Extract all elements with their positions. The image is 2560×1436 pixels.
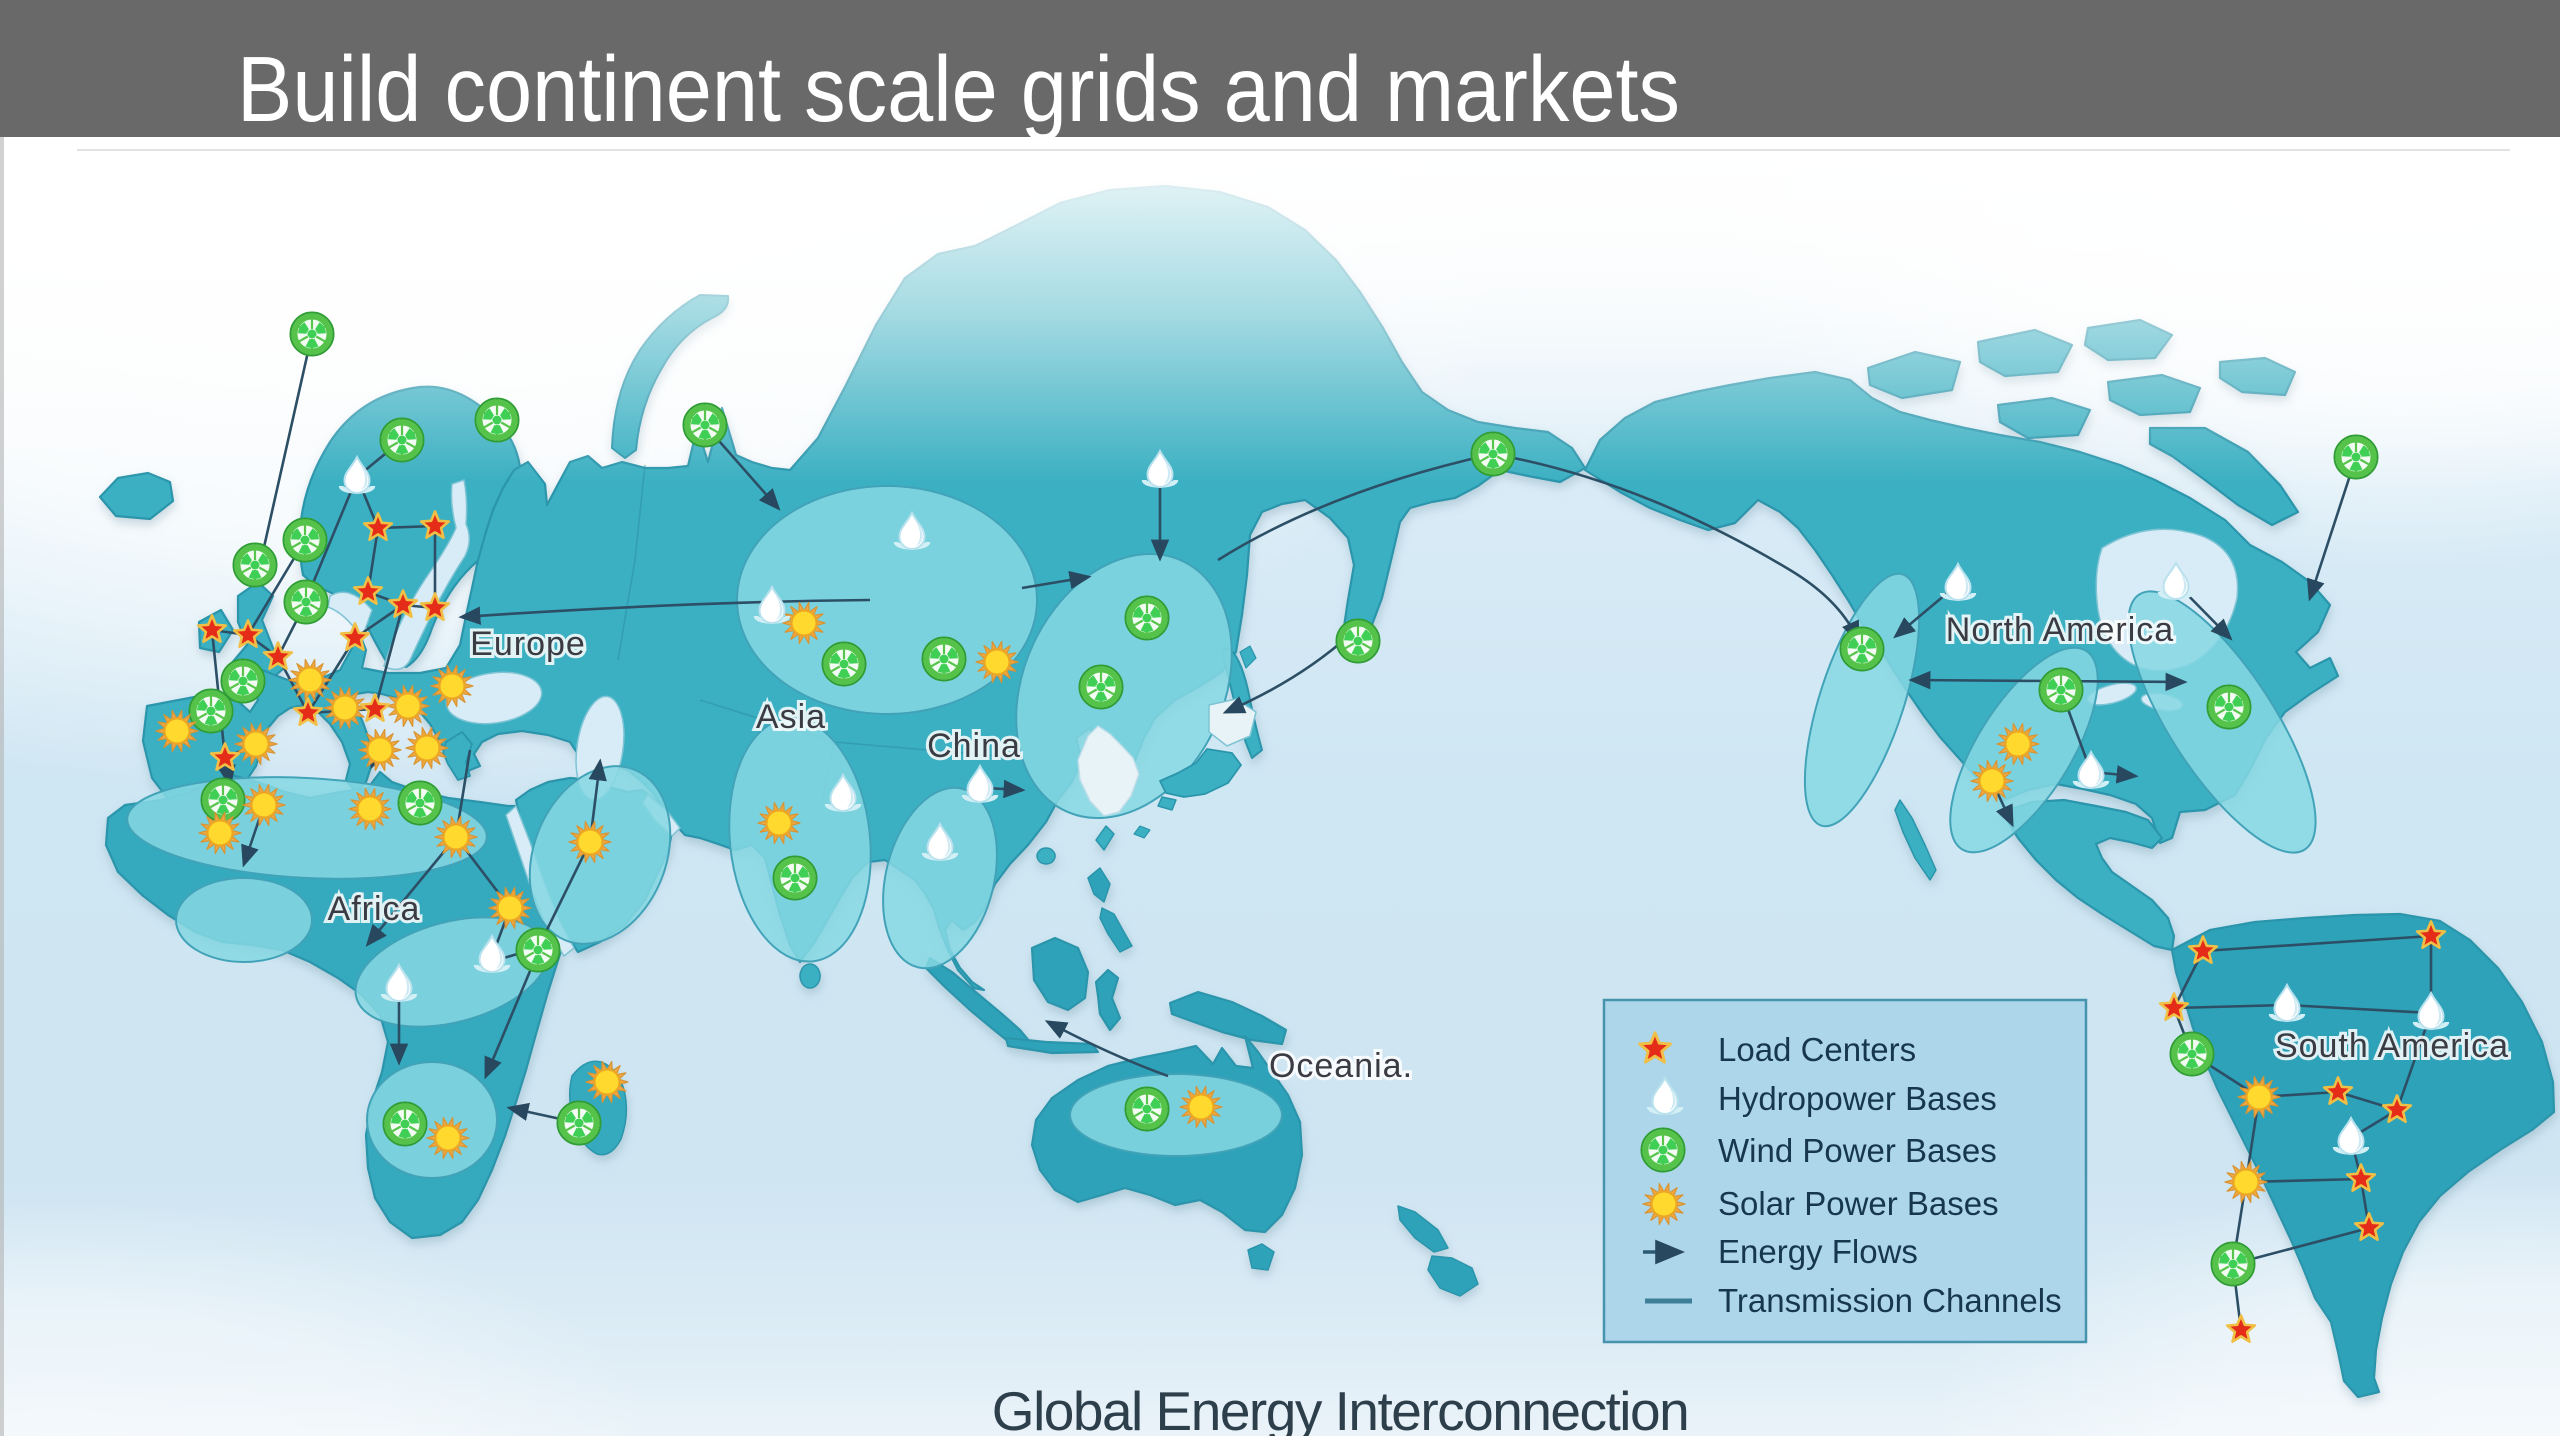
svg-text:Oceania.: Oceania. (1269, 1047, 1413, 1085)
svg-text:Asia: Asia (756, 698, 826, 736)
svg-text:Load Centers: Load Centers (1718, 1031, 1916, 1068)
svg-text:North America: North America (1946, 611, 2174, 649)
svg-text:Transmission Channels: Transmission Channels (1718, 1282, 2062, 1319)
svg-text:Africa: Africa (328, 890, 421, 928)
svg-text:Europe: Europe (470, 625, 586, 663)
svg-text:China: China (927, 727, 1021, 765)
svg-text:Wind Power Bases: Wind Power Bases (1718, 1132, 1997, 1169)
svg-text:Hydropower Bases: Hydropower Bases (1718, 1080, 1997, 1117)
svg-text:Asia: Asia (756, 698, 826, 736)
svg-text:Energy Flows: Energy Flows (1718, 1233, 1918, 1270)
svg-text:Oceania.: Oceania. (1269, 1047, 1413, 1085)
svg-text:Solar Power Bases: Solar Power Bases (1718, 1185, 1999, 1222)
svg-text:China: China (927, 727, 1021, 765)
svg-text:South America: South America (2275, 1027, 2509, 1065)
svg-text:North America: North America (1946, 611, 2174, 649)
svg-text:Build continent scale grids an: Build continent scale grids and markets (237, 37, 1680, 141)
svg-text:South America: South America (2275, 1027, 2509, 1065)
svg-text:Global Energy Interconnection: Global Energy Interconnection (992, 1380, 1688, 1436)
svg-text:Europe: Europe (470, 625, 586, 663)
svg-text:Africa: Africa (328, 890, 421, 928)
